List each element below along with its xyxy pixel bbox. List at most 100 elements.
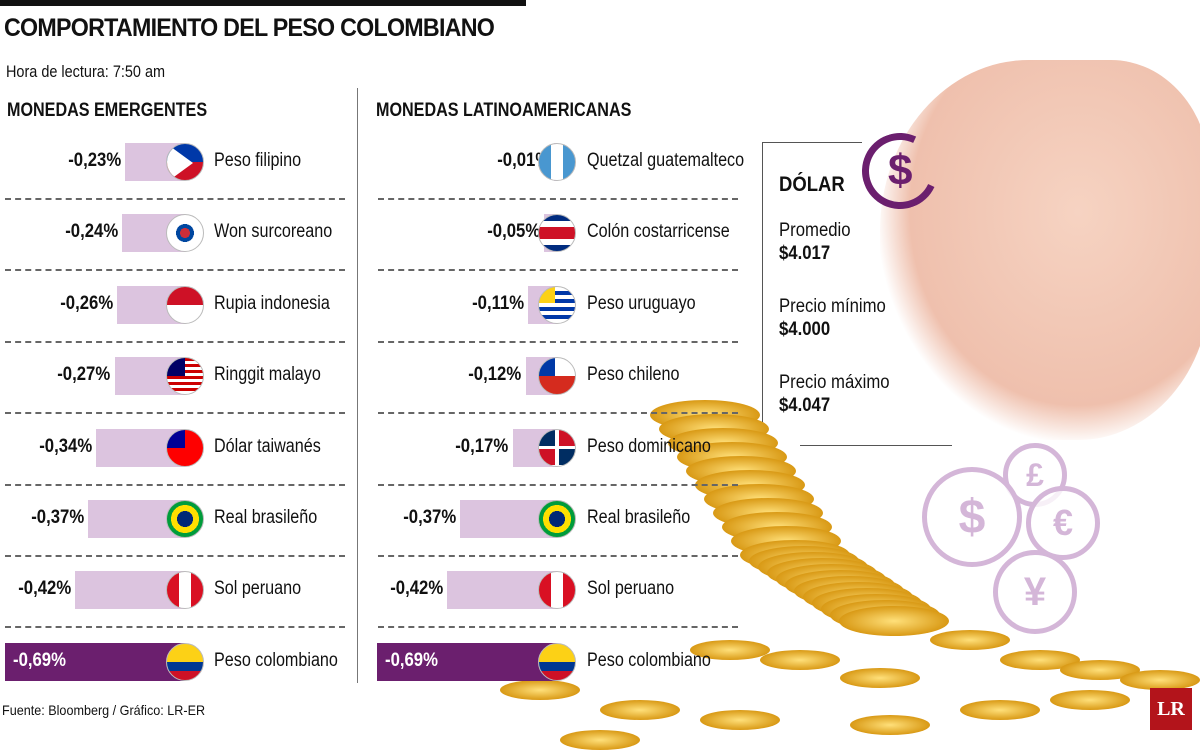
currency-name: Peso dominicano bbox=[587, 435, 711, 457]
bar-row: -0,37% Real brasileño bbox=[0, 499, 760, 539]
bar-row: -0,23% Peso filipino bbox=[0, 142, 760, 182]
gold-coin bbox=[850, 715, 930, 735]
bar-row: -0,26% Rupia indonesia bbox=[0, 285, 760, 325]
currency-name: Real brasileño bbox=[587, 507, 691, 528]
value-label: -0,01% bbox=[497, 150, 551, 171]
currency-name: Peso colombiano bbox=[214, 649, 338, 671]
flag-id-icon bbox=[166, 285, 204, 324]
row-separator bbox=[5, 269, 345, 272]
gold-coin bbox=[1060, 660, 1140, 680]
bar-row: -0,12% Peso chileno bbox=[0, 356, 760, 396]
bar-row: -0,17% Peso dominicano bbox=[0, 428, 760, 468]
promedio-value: $4.017 bbox=[779, 243, 831, 264]
gold-coin bbox=[600, 700, 680, 720]
flag-gt-icon bbox=[538, 143, 576, 181]
value-label: -0,69% bbox=[384, 649, 438, 671]
section-title-latam: MONEDAS LATINOAMERICANAS bbox=[376, 100, 632, 121]
currency-name: Ringgit malayo bbox=[214, 364, 321, 386]
gold-coin bbox=[960, 700, 1040, 720]
value-label: -0,26% bbox=[60, 292, 114, 314]
bar-row: -0,34% Dólar taiwanés bbox=[0, 428, 760, 468]
currency-name: Real brasileño bbox=[214, 507, 318, 528]
value-label: -0,23% bbox=[68, 150, 121, 171]
gold-coin bbox=[930, 630, 1010, 650]
currency-name: Peso chileno bbox=[587, 364, 680, 386]
section-title-emergentes: MONEDAS EMERGENTES bbox=[7, 100, 208, 121]
bar-row: -0,01% Quetzal guatemalteco bbox=[0, 142, 760, 182]
gold-coin bbox=[840, 668, 920, 688]
dolar-box-border bbox=[762, 142, 763, 422]
currency-name: Won surcoreano bbox=[214, 221, 333, 243]
flag-do-icon bbox=[538, 428, 576, 467]
currency-name: Peso uruguayo bbox=[587, 292, 696, 314]
row-separator bbox=[5, 198, 345, 200]
flag-ph-icon bbox=[166, 143, 204, 181]
value-label: -0,37% bbox=[403, 507, 457, 528]
flag-br-icon bbox=[538, 500, 576, 538]
gold-coin bbox=[839, 606, 949, 636]
flag-cl-icon bbox=[538, 357, 576, 396]
flag-pe-icon bbox=[538, 571, 576, 610]
bar-row: -0,27% Ringgit malayo bbox=[0, 356, 760, 396]
dolar-box-bottom bbox=[800, 445, 952, 446]
yen-icon: ¥ bbox=[993, 550, 1077, 634]
reading-time: Hora de lectura: 7:50 am bbox=[6, 62, 166, 81]
bar-row: -0,24% Won surcoreano bbox=[0, 213, 760, 253]
value-label: -0,27% bbox=[57, 364, 111, 386]
value-label: -0,11% bbox=[472, 292, 525, 314]
flag-co-icon bbox=[538, 642, 576, 681]
row-separator bbox=[378, 483, 738, 486]
gold-coin bbox=[1000, 650, 1080, 670]
currency-name: Peso colombiano bbox=[587, 649, 711, 671]
flag-tw-icon bbox=[166, 428, 204, 467]
min-label: Precio mínimo bbox=[779, 296, 886, 317]
value-label: -0,12% bbox=[468, 364, 522, 386]
flag-pe-icon bbox=[166, 571, 204, 610]
dolar-title: DÓLAR bbox=[779, 173, 845, 196]
flag-my-icon bbox=[166, 357, 204, 396]
currency-name: Rupia indonesia bbox=[214, 292, 330, 314]
max-label: Precio máximo bbox=[779, 372, 890, 393]
row-separator bbox=[378, 198, 738, 200]
row-separator bbox=[5, 412, 345, 415]
gold-coin bbox=[1120, 670, 1200, 690]
bar bbox=[376, 642, 557, 681]
currency-name: Sol peruano bbox=[587, 578, 675, 600]
value-label: -0,05% bbox=[486, 221, 540, 243]
bar-row: -0,69% Peso colombiano bbox=[0, 642, 760, 682]
flag-uy-icon bbox=[538, 285, 576, 324]
bar-row: -0,69% Peso colombiano bbox=[0, 642, 760, 682]
value-label: -0,69% bbox=[12, 649, 66, 671]
row-separator bbox=[378, 269, 738, 272]
bar-row: -0,42% Sol peruano bbox=[0, 570, 760, 610]
value-label: -0,37% bbox=[31, 507, 85, 528]
currency-name: Colón costarricense bbox=[587, 221, 730, 243]
flag-cr-icon bbox=[538, 214, 576, 253]
flag-br-icon bbox=[166, 500, 204, 538]
row-separator bbox=[5, 483, 345, 486]
currency-name: Dólar taiwanés bbox=[214, 435, 321, 457]
gold-coin bbox=[1050, 690, 1130, 710]
promedio-label: Promedio bbox=[779, 220, 851, 241]
bar-row: -0,05% Colón costarricense bbox=[0, 213, 760, 253]
bar-row: -0,37% Real brasileño bbox=[0, 499, 760, 539]
hand-illustration bbox=[880, 60, 1200, 440]
row-separator bbox=[5, 555, 345, 557]
gold-coin bbox=[560, 730, 640, 750]
value-label: -0,34% bbox=[39, 435, 93, 457]
min-value: $4.000 bbox=[779, 319, 831, 340]
gold-coin bbox=[700, 710, 780, 730]
value-label: -0,42% bbox=[390, 578, 444, 600]
flag-kr-icon bbox=[166, 214, 204, 253]
row-separator bbox=[5, 626, 345, 629]
bar-row: -0,42% Sol peruano bbox=[0, 570, 760, 610]
value-label: -0,42% bbox=[18, 578, 72, 600]
bar-row: -0,11% Peso uruguayo bbox=[0, 285, 760, 325]
lr-logo: LR bbox=[1150, 688, 1192, 730]
source-note: Fuente: Bloomberg / Gráfico: LR-ER bbox=[2, 702, 206, 718]
bar bbox=[4, 642, 185, 681]
flag-co-icon bbox=[166, 642, 204, 681]
page-title: COMPORTAMIENTO DEL PESO COLOMBIANO bbox=[4, 14, 495, 42]
euro-icon: € bbox=[1026, 486, 1100, 560]
row-separator bbox=[378, 340, 738, 343]
